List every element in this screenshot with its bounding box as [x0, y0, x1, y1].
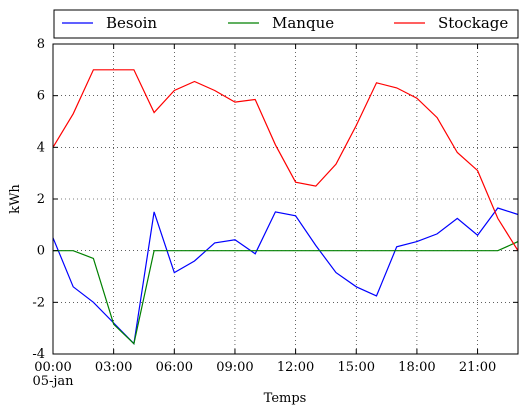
x-tick-label: 15:00	[338, 360, 375, 375]
x-tick-sublabel: 05-jan	[32, 374, 74, 389]
axis-ticks	[52, 43, 518, 355]
y-tick-labels: -4 -2 0 2 4 6 8	[32, 37, 45, 362]
legend-label-stockage: Stockage	[438, 14, 508, 32]
x-tick-label: 21:00	[459, 360, 496, 375]
y-tick-label: 6	[37, 89, 45, 104]
x-tick-label: 18:00	[398, 360, 435, 375]
series-lines	[52, 69, 519, 345]
y-tick-label: 8	[37, 37, 45, 52]
y-tick-label: -4	[32, 347, 45, 362]
series-line-manque	[53, 241, 519, 345]
y-axis-label: kWh	[8, 184, 23, 214]
legend-label-manque: Manque	[272, 14, 334, 32]
y-tick-label: 2	[37, 192, 45, 207]
y-tick-label: -2	[32, 295, 45, 310]
series-line-stockage	[52, 69, 519, 252]
x-tick-label: 03:00	[95, 360, 132, 375]
legend-items: Besoin Manque Stockage	[62, 14, 508, 32]
x-tick-label: 09:00	[216, 360, 253, 375]
x-axis-label: Temps	[264, 391, 307, 406]
legend-label-besoin: Besoin	[106, 14, 157, 32]
legend-frame	[53, 9, 519, 39]
x-tick-label: 12:00	[277, 360, 314, 375]
x-tick-label: 00:00	[34, 360, 71, 375]
legend: Besoin Manque Stockage	[53, 9, 519, 39]
y-tick-label: 0	[37, 244, 45, 259]
x-tick-label: 06:00	[156, 360, 193, 375]
y-tick-label: 4	[37, 140, 45, 155]
